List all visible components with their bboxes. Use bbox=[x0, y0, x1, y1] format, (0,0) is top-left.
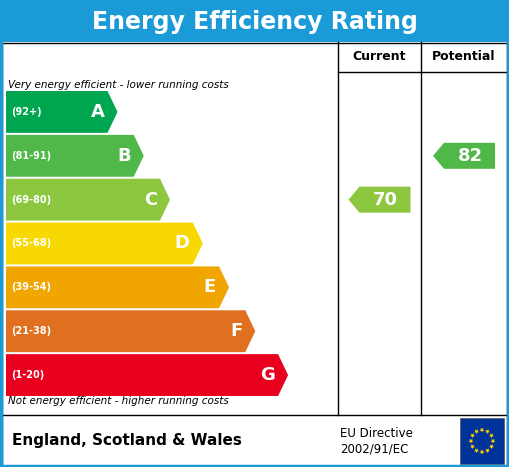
Polygon shape bbox=[470, 445, 475, 449]
Text: B: B bbox=[117, 147, 131, 165]
Text: E: E bbox=[204, 278, 216, 297]
Polygon shape bbox=[6, 310, 256, 352]
Text: (55-68): (55-68) bbox=[11, 239, 51, 248]
Text: Energy Efficiency Rating: Energy Efficiency Rating bbox=[92, 10, 417, 34]
Text: D: D bbox=[175, 234, 190, 253]
Text: 82: 82 bbox=[458, 147, 483, 165]
Text: 70: 70 bbox=[373, 191, 398, 209]
Polygon shape bbox=[479, 450, 485, 454]
Text: Not energy efficient - higher running costs: Not energy efficient - higher running co… bbox=[8, 396, 229, 406]
Polygon shape bbox=[6, 354, 288, 396]
Text: C: C bbox=[144, 191, 157, 209]
Polygon shape bbox=[6, 135, 144, 177]
Text: EU Directive
2002/91/EC: EU Directive 2002/91/EC bbox=[340, 427, 413, 455]
Text: G: G bbox=[260, 366, 275, 384]
Polygon shape bbox=[6, 267, 229, 308]
Polygon shape bbox=[491, 439, 495, 444]
Bar bbox=[2, 2, 507, 42]
Polygon shape bbox=[470, 433, 475, 438]
Text: A: A bbox=[91, 103, 104, 121]
Text: (39-54): (39-54) bbox=[11, 283, 51, 292]
Text: Very energy efficient - lower running costs: Very energy efficient - lower running co… bbox=[8, 80, 229, 90]
Text: (21-38): (21-38) bbox=[11, 326, 51, 336]
Polygon shape bbox=[6, 91, 118, 133]
Bar bbox=[460, 418, 504, 464]
Text: (1-20): (1-20) bbox=[11, 370, 44, 380]
Polygon shape bbox=[479, 428, 485, 432]
Polygon shape bbox=[474, 448, 479, 453]
Text: F: F bbox=[230, 322, 242, 340]
Polygon shape bbox=[485, 448, 490, 453]
Polygon shape bbox=[6, 179, 170, 220]
Text: Current: Current bbox=[353, 50, 406, 64]
Text: (81-91): (81-91) bbox=[11, 151, 51, 161]
Polygon shape bbox=[489, 433, 494, 438]
Polygon shape bbox=[474, 430, 479, 434]
Text: (69-80): (69-80) bbox=[11, 195, 51, 205]
Polygon shape bbox=[485, 430, 490, 434]
Text: Potential: Potential bbox=[432, 50, 496, 64]
Polygon shape bbox=[6, 223, 203, 264]
Polygon shape bbox=[469, 439, 473, 444]
Text: (92+): (92+) bbox=[11, 107, 42, 117]
Polygon shape bbox=[433, 143, 495, 169]
Polygon shape bbox=[349, 187, 410, 212]
Polygon shape bbox=[489, 445, 494, 449]
Text: England, Scotland & Wales: England, Scotland & Wales bbox=[12, 433, 242, 448]
